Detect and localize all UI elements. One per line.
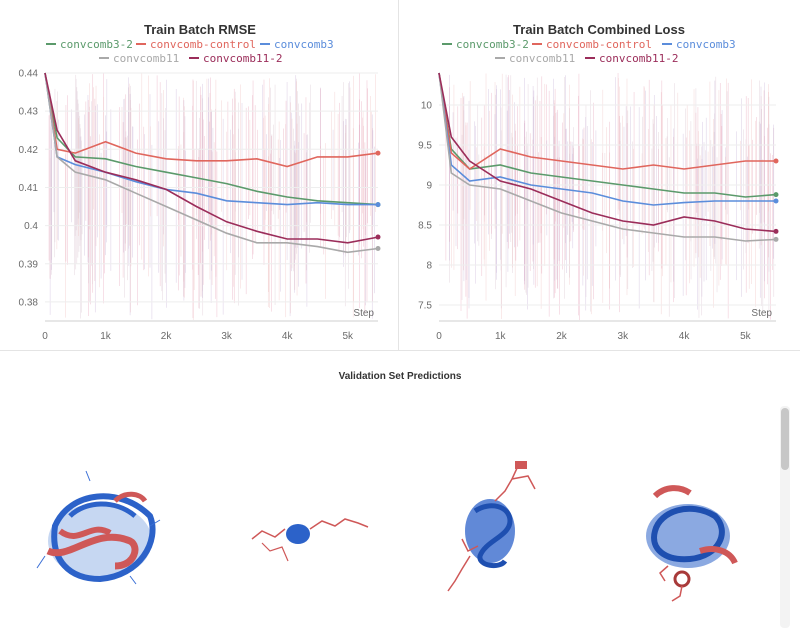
noise-band <box>445 73 775 320</box>
legend-item[interactable]: convcomb3-2 <box>456 38 529 51</box>
series-end-marker-convcomb-control <box>375 150 381 156</box>
series-line-convcomb11[interactable] <box>438 72 777 242</box>
rmse-chart-panel[interactable]: Train Batch RMSE convcomb3-2 convcomb-cont… <box>0 0 399 351</box>
x-tick-label: 0 <box>42 331 48 342</box>
y-tick-label: 0.43 <box>19 107 39 118</box>
x-tick-label: 4k <box>282 331 294 342</box>
x-tick-label: 2k <box>556 331 568 342</box>
x-axis-label: Step <box>353 308 374 319</box>
protein-structure-2[interactable] <box>251 518 369 562</box>
series-end-marker-convcomb11 <box>375 246 381 252</box>
protein-renders <box>36 461 738 602</box>
protein-structure-1[interactable] <box>36 470 161 585</box>
validation-predictions-title: Validation Set Predictions <box>338 371 462 382</box>
scrollbar-track[interactable] <box>780 406 790 628</box>
y-tick-label: 0.42 <box>19 145 39 156</box>
series-end-marker-convcomb11-2 <box>375 234 381 240</box>
series-end-marker-convcomb3 <box>773 198 779 204</box>
legend-item[interactable]: convcomb-control <box>150 38 256 51</box>
protein-structure-3[interactable] <box>447 461 536 592</box>
series-line-convcomb3[interactable] <box>438 72 776 206</box>
y-tick-label: 9 <box>426 181 432 192</box>
scrollbar-thumb[interactable] <box>781 408 789 470</box>
x-tick-label: 1k <box>495 331 507 342</box>
series-line-convcomb11-2[interactable] <box>438 72 777 233</box>
legend-item[interactable]: convcomb3 <box>676 38 736 51</box>
protein-structure-4[interactable] <box>646 485 738 602</box>
y-tick-label: 10 <box>421 101 433 112</box>
legend-item[interactable]: convcomb11 <box>113 52 179 65</box>
combined-loss-chart-panel[interactable]: Train Batch Combined Loss convcomb3-2 conv… <box>399 0 800 351</box>
series-line-convcomb11-2[interactable] <box>44 72 379 244</box>
series-line-convcomb3-2[interactable] <box>44 72 379 206</box>
x-tick-label: 4k <box>679 331 691 342</box>
y-tick-label: 8 <box>426 261 432 272</box>
series-end-marker-convcomb3-2 <box>773 192 779 198</box>
series-end-marker-convcomb11-2 <box>773 228 779 234</box>
x-tick-label: 3k <box>221 331 233 342</box>
y-tick-label: 7.5 <box>418 301 432 312</box>
x-axis-label: Step <box>751 308 772 319</box>
series-end-marker-convcomb11 <box>773 236 779 242</box>
series-line-convcomb-control[interactable] <box>44 72 379 168</box>
chart-title: Train Batch Combined Loss <box>513 22 685 37</box>
y-tick-label: 8.5 <box>418 221 432 232</box>
legend-item[interactable]: convcomb3 <box>274 38 334 51</box>
series-end-marker-convcomb3 <box>375 202 381 208</box>
legend-item[interactable]: convcomb3-2 <box>60 38 133 51</box>
y-tick-label: 0.41 <box>19 183 39 194</box>
legend-item[interactable]: convcomb11 <box>509 52 575 65</box>
series-end-marker-convcomb-control <box>773 158 779 164</box>
x-tick-label: 3k <box>618 331 630 342</box>
chart-title: Train Batch RMSE <box>144 22 256 37</box>
y-tick-label: 9.5 <box>418 141 432 152</box>
series-line-convcomb-control[interactable] <box>438 72 776 171</box>
x-tick-label: 2k <box>161 331 173 342</box>
legend-item[interactable]: convcomb11-2 <box>203 52 282 65</box>
y-tick-label: 0.39 <box>19 259 39 270</box>
x-tick-label: 5k <box>342 331 354 342</box>
validation-predictions-panel[interactable]: Validation Set Predictions <box>0 351 800 628</box>
x-tick-label: 1k <box>100 331 112 342</box>
y-tick-label: 0.38 <box>19 297 39 308</box>
series-line-convcomb11[interactable] <box>44 72 379 254</box>
legend-item[interactable]: convcomb11-2 <box>599 52 678 65</box>
legend-item[interactable]: convcomb-control <box>546 38 652 51</box>
series-line-convcomb3[interactable] <box>44 72 378 206</box>
y-tick-label: 0.44 <box>19 69 39 80</box>
rmse-chart: Train Batch RMSE convcomb3-2 convcomb-cont… <box>19 22 381 342</box>
y-tick-label: 0.4 <box>24 221 38 232</box>
x-tick-label: 0 <box>436 331 442 342</box>
noise-band <box>48 73 376 320</box>
x-tick-label: 5k <box>740 331 752 342</box>
